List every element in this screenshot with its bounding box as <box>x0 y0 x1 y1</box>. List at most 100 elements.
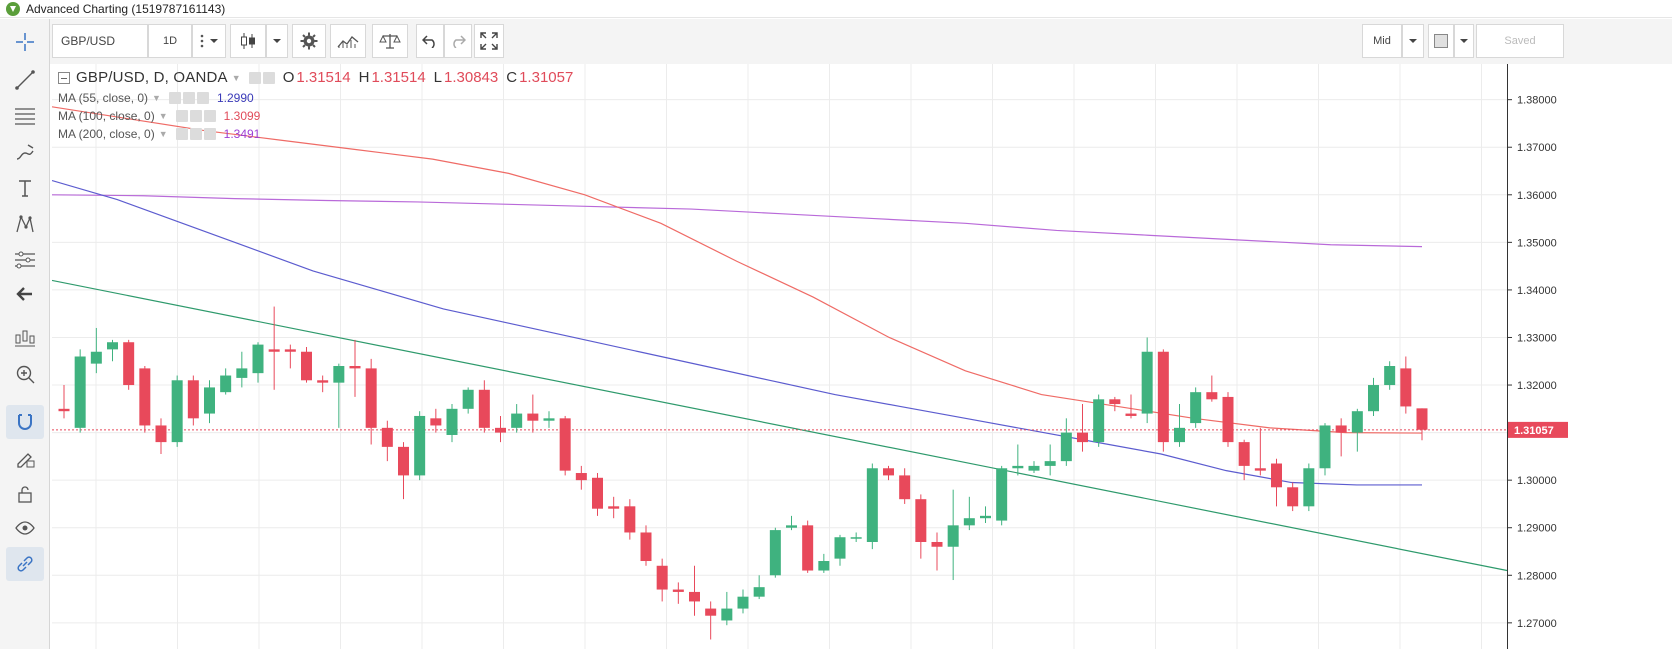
candle <box>58 385 70 419</box>
candle <box>1077 404 1088 452</box>
eye-icon[interactable] <box>168 92 181 104</box>
chevron-down-icon[interactable]: ▼ <box>152 93 161 103</box>
pattern-icon[interactable] <box>6 207 44 241</box>
app-logo-icon <box>6 2 20 16</box>
link-icon[interactable] <box>6 547 44 581</box>
high-label: H <box>358 69 370 86</box>
back-arrow-icon[interactable] <box>6 277 44 311</box>
candle-body <box>381 427 393 447</box>
candle <box>1109 396 1121 412</box>
candle <box>996 465 1008 526</box>
close-icon[interactable] <box>203 128 216 140</box>
lock-edit-icon[interactable] <box>6 441 44 475</box>
ma55-line <box>52 179 1422 486</box>
interval-dropdown[interactable] <box>192 24 226 58</box>
candle-body <box>1174 427 1185 443</box>
scales-icon <box>379 34 401 49</box>
trend-line-icon[interactable] <box>6 63 44 97</box>
eye-icon[interactable] <box>175 110 188 122</box>
candle <box>139 366 151 433</box>
price-axis-label: 1.29000 <box>1517 523 1557 535</box>
gear-icon[interactable] <box>189 128 202 140</box>
candle-body <box>511 413 523 428</box>
layout-button[interactable] <box>1428 24 1454 58</box>
candle-body <box>414 415 426 476</box>
candle <box>1206 375 1218 402</box>
layout-dropdown[interactable] <box>1454 24 1474 58</box>
candle <box>947 489 959 581</box>
candle <box>284 344 296 369</box>
candle-body <box>1077 432 1088 443</box>
gear-icon[interactable] <box>262 71 275 84</box>
open-value: 1.31514 <box>296 69 351 86</box>
candle <box>268 306 280 390</box>
candle-body <box>802 525 814 571</box>
undo-button[interactable] <box>416 24 444 58</box>
candle-body <box>769 530 781 576</box>
candle <box>317 375 329 393</box>
close-icon[interactable] <box>196 92 209 104</box>
eye-icon[interactable] <box>175 128 188 140</box>
candle <box>430 408 442 433</box>
candle <box>1335 418 1347 457</box>
gear-icon[interactable] <box>182 92 195 104</box>
settings-button[interactable] <box>292 24 326 58</box>
save-button[interactable]: Saved <box>1476 24 1564 58</box>
price-source-button[interactable]: Mid <box>1362 24 1402 58</box>
collapse-legend-icon[interactable] <box>58 71 70 84</box>
magnet-icon[interactable] <box>6 405 44 439</box>
price-source-dropdown[interactable] <box>1402 24 1424 58</box>
interval-button[interactable]: 1D <box>148 24 192 58</box>
chevron-down-icon[interactable]: ▼ <box>158 129 168 139</box>
candle <box>1028 461 1040 474</box>
eye-icon[interactable] <box>248 71 261 84</box>
crosshair-icon[interactable] <box>6 25 44 59</box>
compare-button[interactable] <box>372 24 408 58</box>
candle-body <box>883 468 894 476</box>
candle-body <box>317 380 329 383</box>
fullscreen-icon <box>480 32 498 50</box>
tools-icon[interactable] <box>6 321 44 355</box>
candle <box>252 342 264 383</box>
redo-button[interactable] <box>444 24 472 58</box>
candle <box>187 375 199 426</box>
candle-body <box>996 468 1008 521</box>
eye-icon[interactable] <box>6 511 44 545</box>
candle-body <box>107 342 118 350</box>
chevron-down-icon <box>273 39 281 43</box>
candle-body <box>1157 351 1169 443</box>
study-value: 1.3099 <box>223 109 261 123</box>
price-axis-background <box>1507 64 1672 649</box>
candle-body <box>931 541 943 547</box>
close-icon[interactable] <box>203 110 216 122</box>
symbol-search-input[interactable]: GBP/USD <box>52 24 148 58</box>
candle <box>301 346 312 383</box>
fullscreen-button[interactable] <box>474 24 504 58</box>
gear-icon[interactable] <box>189 110 202 122</box>
chart-area[interactable]: 1.38000 1.37000 1.36000 1.35000 1.34000 1.330… <box>52 64 1672 649</box>
candle-body <box>963 518 975 526</box>
candle-body <box>398 446 409 476</box>
chevron-down-icon <box>1409 39 1417 43</box>
candle-body <box>753 587 765 597</box>
lock-icon[interactable] <box>6 477 44 511</box>
chart-style-button[interactable] <box>230 24 266 58</box>
candle-body <box>171 380 183 443</box>
brush-icon[interactable] <box>6 135 44 169</box>
text-icon[interactable] <box>6 171 44 205</box>
chart-style-dropdown[interactable] <box>266 24 288 58</box>
zoom-in-icon[interactable] <box>6 357 44 391</box>
open-label: O <box>282 69 295 86</box>
measure-icon[interactable] <box>6 243 44 277</box>
indicators-button[interactable] <box>330 24 366 58</box>
candle <box>333 363 345 428</box>
candle-body <box>1416 408 1428 430</box>
chevron-down-icon[interactable]: ▼ <box>231 72 241 83</box>
candle <box>90 327 102 374</box>
price-chart[interactable]: 1.38000 1.37000 1.36000 1.35000 1.34000 1.330… <box>52 64 1672 649</box>
candle <box>543 411 555 428</box>
save-label: Saved <box>1504 35 1536 47</box>
fib-retracement-icon[interactable] <box>6 99 44 133</box>
candle <box>381 420 393 462</box>
chevron-down-icon[interactable]: ▼ <box>158 111 168 121</box>
